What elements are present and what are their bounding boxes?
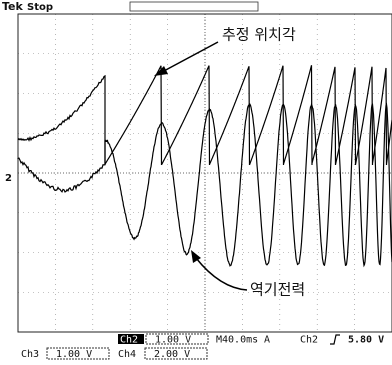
- status-trigger-mode: A: [264, 335, 270, 346]
- status-ch3: Ch3: [21, 349, 39, 360]
- status-trigger-level: 5.80 V: [348, 335, 384, 346]
- status-channel: Ch2: [120, 335, 138, 346]
- status-ch3-scale: 1.00 V: [56, 349, 92, 360]
- brand: Tek: [2, 0, 24, 13]
- annotation: 역기전력: [250, 281, 305, 299]
- annotation: 추정 위치각: [222, 26, 296, 44]
- scope-screen: Tek Stop 2 추정 위치각 역기전력 Ch2 1.00 V M40.0m…: [0, 0, 392, 365]
- status-trigger-channel: Ch2: [300, 335, 318, 346]
- status-ch4-scale: 2.00 V: [154, 349, 190, 360]
- channel-marker: 2: [5, 173, 12, 184]
- state: Stop: [27, 2, 53, 13]
- status-timebase: M40.0ms: [216, 335, 258, 346]
- status-scale: 1.00 V: [155, 335, 191, 346]
- page: Tek Stop 2 추정 위치각 역기전력 Ch2 1.00 V M40.0m…: [0, 0, 392, 365]
- status-ch4: Ch4: [118, 349, 136, 360]
- background: [0, 0, 392, 365]
